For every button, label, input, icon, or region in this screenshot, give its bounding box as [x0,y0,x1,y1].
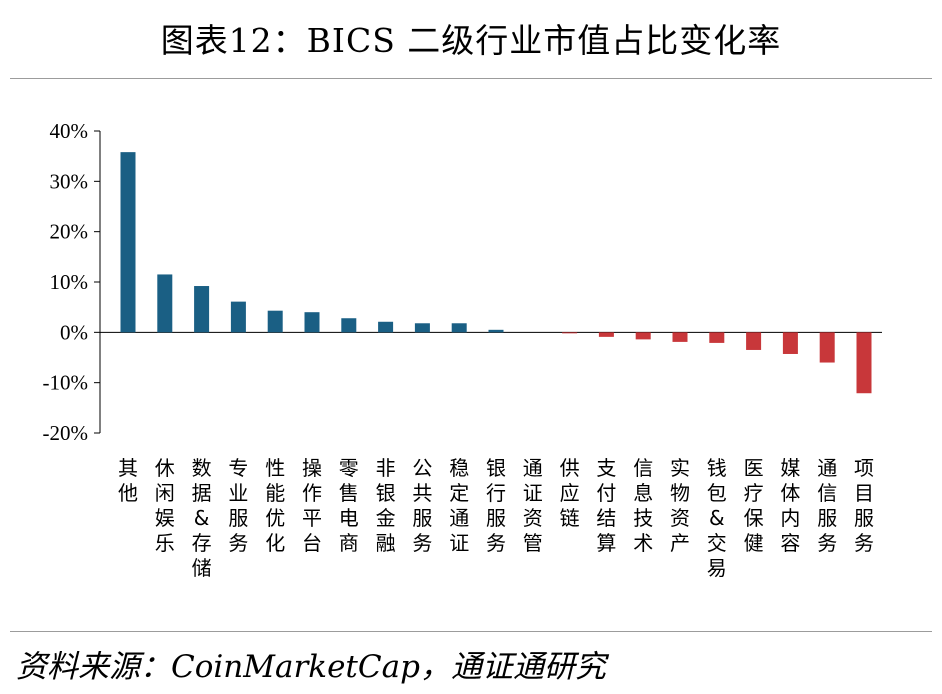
category-label: 数据&存储 [192,456,212,580]
y-tick-label: 0% [60,320,88,344]
category-label: 公共服务 [412,456,432,555]
y-tick-label: 10% [50,270,89,294]
bar [782,332,798,354]
category-label: 实物资产 [670,456,690,555]
category-label: 专业服务 [228,456,248,555]
bar [562,332,578,334]
category-label: 通证资管 [523,456,543,555]
category-label: 钱包&交易 [707,456,727,580]
category-label: 非银金融 [376,456,396,555]
category-label: 稳定通证 [449,456,469,555]
y-tick-label: -20% [43,421,89,445]
category-label: 通信服务 [817,456,837,555]
category-label: 供应链 [560,456,580,530]
y-tick-label: 40% [50,119,89,143]
bar [746,332,762,350]
category-label: 性能优化 [265,456,285,555]
bar [341,318,357,333]
bar [378,321,394,333]
bar [267,310,283,333]
chart-title: 图表12：BICS 二级行业市值占比变化率 [160,21,782,60]
category-label: 医疗保健 [744,456,764,555]
y-tick-label: 30% [50,169,89,193]
category-label: 操作平台 [302,456,322,555]
bar [488,329,504,333]
bar [157,274,173,333]
category-label: 零售电商 [339,456,359,555]
y-tick-label: -10% [43,371,89,395]
bar [672,332,688,342]
source-rule [10,631,932,632]
y-tick-label: 20% [50,220,89,244]
source-note: 资料来源：CoinMarketCap，通证通研究 [16,649,606,685]
bar [194,286,210,333]
category-label: 支付结算 [596,456,616,555]
bar [230,301,246,333]
bar [598,332,614,337]
category-label: 银行服务 [486,456,506,555]
bar-chart: 40% 30% 20% 10% 0% -10% -20% 其他休闲娱乐数据&存储专业服务性能优… [43,119,882,580]
bar [120,152,136,333]
bar [709,332,725,343]
category-label: 休闲娱乐 [155,456,175,555]
bar [819,332,835,363]
category-label: 媒体内容 [780,456,800,555]
bar [414,323,430,333]
category-label: 信息技术 [633,456,653,555]
bar [451,323,467,333]
title-rule [10,78,932,79]
category-label: 项目服务 [854,456,874,555]
bar [304,312,320,333]
category-label: 其他 [118,456,138,505]
bar [635,332,651,340]
bar [856,332,872,394]
